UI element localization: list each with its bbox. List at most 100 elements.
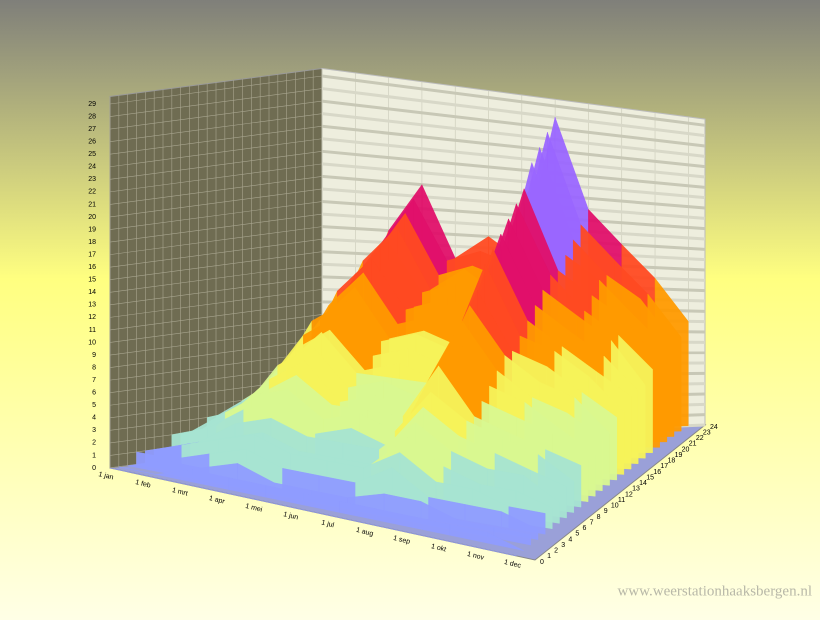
grid-line	[321, 112, 706, 158]
grid-line	[109, 100, 323, 130]
y-tick-label: 7	[92, 377, 96, 384]
y-tick-label: 6	[92, 390, 96, 397]
x-tick-label: 1 aug	[355, 527, 374, 538]
grid-line	[109, 201, 323, 230]
depth-tick-label: 2	[554, 548, 558, 555]
grid-line	[109, 188, 323, 218]
y-tick-label: 13	[88, 302, 96, 309]
grid-line	[321, 99, 706, 148]
x-tick-label: 1 mei	[245, 503, 264, 514]
grid-line	[109, 339, 323, 368]
x-tick-label: 1 jul	[321, 519, 336, 529]
y-tick-label: 19	[88, 226, 96, 233]
grid-line	[109, 314, 323, 343]
depth-tick-label: 10	[611, 503, 619, 510]
y-tick-label: 8	[92, 364, 96, 371]
x-tick-label: 1 okt	[430, 543, 446, 553]
grid-line	[321, 187, 706, 220]
grid-line	[321, 74, 706, 127]
grid-line	[321, 87, 706, 138]
grid-line	[321, 162, 706, 200]
depth-tick-label: 11	[618, 497, 625, 504]
depth-tick-label: 21	[689, 441, 697, 448]
y-tick-label: 23	[88, 176, 96, 183]
depth-tick-label: 8	[597, 514, 601, 521]
grid-line	[109, 263, 323, 293]
depth-tick-label: 13	[632, 486, 640, 493]
grid-line	[321, 137, 706, 179]
y-tick-label: 22	[88, 189, 96, 196]
x-tick-label: 1 sep	[392, 535, 410, 546]
x-tick-label: 1 dec	[503, 559, 522, 570]
x-tick-label: 1 jun	[282, 511, 299, 521]
depth-tick-label: 16	[653, 469, 661, 476]
y-tick-label: 4	[92, 415, 96, 422]
grid-line	[109, 151, 323, 180]
grid-line	[109, 276, 323, 306]
depth-tick-label: 3	[561, 542, 565, 549]
x-tick-label: 1 feb	[134, 479, 151, 490]
grid-line	[109, 226, 323, 255]
surface-segment	[486, 531, 524, 551]
depth-tick-label: 24	[710, 424, 718, 431]
grid-line	[109, 238, 323, 268]
watermark: www.weerstationhaaksbergen.nl	[617, 583, 812, 599]
grid-line	[109, 88, 323, 117]
y-tick-label: 26	[88, 138, 96, 145]
y-tick-label: 21	[88, 201, 96, 208]
y-tick-label: 9	[92, 352, 96, 359]
depth-tick-label: 6	[583, 525, 587, 532]
depth-tick-label: 0	[540, 559, 544, 566]
depth-tick-label: 19	[675, 452, 683, 459]
depth-tick-label: 22	[696, 435, 704, 442]
y-tick-label: 24	[88, 164, 96, 171]
grid-line	[321, 149, 706, 189]
grid-line	[109, 138, 323, 168]
grid-line	[109, 251, 323, 281]
surface	[109, 117, 689, 557]
grid-line	[109, 289, 323, 318]
x-tick-label: 1 jan	[98, 471, 115, 481]
y-tick-label: 16	[88, 264, 96, 271]
y-tick-label: 3	[92, 427, 96, 434]
x-tick-label: 1 apr	[208, 495, 226, 506]
depth-tick-label: 14	[639, 480, 647, 487]
depth-tick-label: 20	[682, 446, 690, 453]
surface-segment	[494, 527, 531, 546]
grid-line	[109, 176, 323, 205]
depth-tick-label: 7	[590, 519, 594, 526]
depth-tick-label: 9	[604, 508, 608, 515]
labels: 0123456789101112131415161718192021222324…	[88, 101, 718, 570]
y-tick-label: 14	[88, 289, 96, 296]
y-tick-label: 27	[88, 126, 96, 133]
grid-line	[109, 113, 323, 142]
y-tick-label: 17	[88, 251, 96, 258]
y-tick-label: 18	[88, 239, 96, 246]
depth-tick-label: 1	[547, 553, 551, 560]
grid-line	[109, 75, 323, 105]
y-tick-label: 11	[89, 327, 96, 334]
y-tick-label: 28	[88, 113, 96, 120]
y-tick-label: 15	[88, 277, 96, 284]
y-tick-label: 10	[88, 339, 96, 346]
grid-line	[109, 301, 323, 331]
y-tick-label: 1	[92, 452, 96, 459]
surface-segment	[479, 547, 517, 557]
y-tick-label: 2	[92, 440, 96, 447]
depth-tick-label: 15	[646, 474, 654, 481]
grid-line	[321, 174, 706, 210]
grid-line	[109, 125, 323, 155]
grid-line	[109, 213, 323, 243]
y-tick-label: 25	[88, 151, 96, 158]
x-tick-label: 1 nov	[466, 551, 485, 562]
y-tick-label: 12	[88, 314, 96, 321]
depth-tick-label: 23	[703, 429, 711, 436]
depth-tick-label: 17	[660, 463, 668, 470]
depth-tick-label: 12	[625, 491, 633, 498]
grid-line	[109, 326, 323, 356]
depth-tick-label: 5	[575, 531, 579, 538]
y-tick-label: 5	[92, 402, 96, 409]
y-tick-label: 0	[92, 465, 96, 472]
y-tick-label: 20	[88, 214, 96, 221]
